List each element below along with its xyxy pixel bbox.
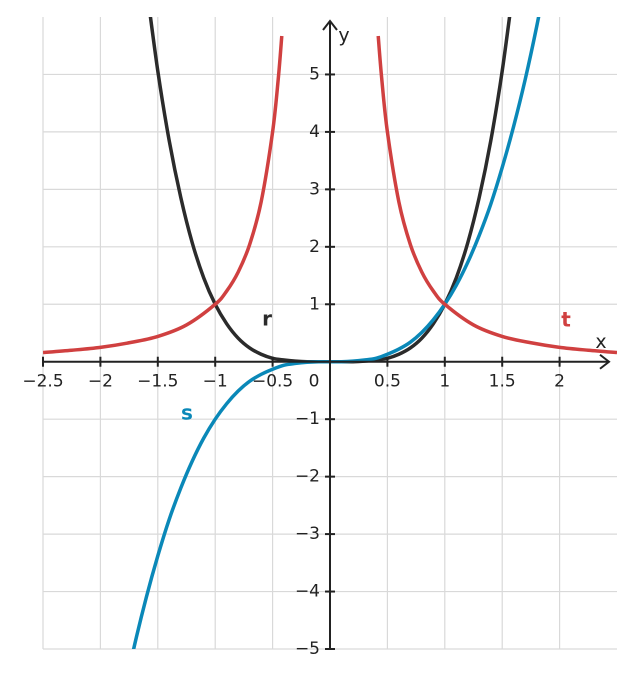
y-tick-label: 4 [309,122,320,142]
x-tick-label: −2.5 [22,372,63,392]
series-label: r [262,307,272,331]
y-tick-label: 2 [309,237,320,257]
y-tick-label: 3 [309,179,320,199]
x-tick-label: 0 [309,372,320,392]
x-tick-label: −1 [203,372,228,392]
series-label: s [181,401,193,425]
series-label: t [561,308,571,332]
y-tick-label: −4 [295,582,320,602]
x-tick-label: −2 [88,372,113,392]
y-axis-label: y [338,25,349,47]
curve [43,35,617,355]
y-tick-label: −5 [295,639,320,659]
x-tick-label: −0.5 [252,372,293,392]
axes: −2.5 −2 −1.5 −1 −0.5 0 0.5 1 1.5 2−5−4−3−2−112345… [22,19,611,659]
y-tick-label: −3 [295,524,320,544]
x-tick-label: 1.5 [489,372,516,392]
x-tick-label: −1.5 [137,372,178,392]
y-tick-label: 1 [309,294,320,314]
x-tick-label: 0.5 [374,372,401,392]
y-tick-label: −2 [295,467,320,487]
x-axis-label: x [595,331,606,353]
y-arrow [322,19,338,31]
x-tick-label: 1 [439,372,450,392]
x-tick-label: 2 [554,372,565,392]
y-tick-label: 5 [309,64,320,84]
y-tick-label: −1 [295,409,320,429]
x-arrow [599,353,611,370]
curve [131,17,541,649]
